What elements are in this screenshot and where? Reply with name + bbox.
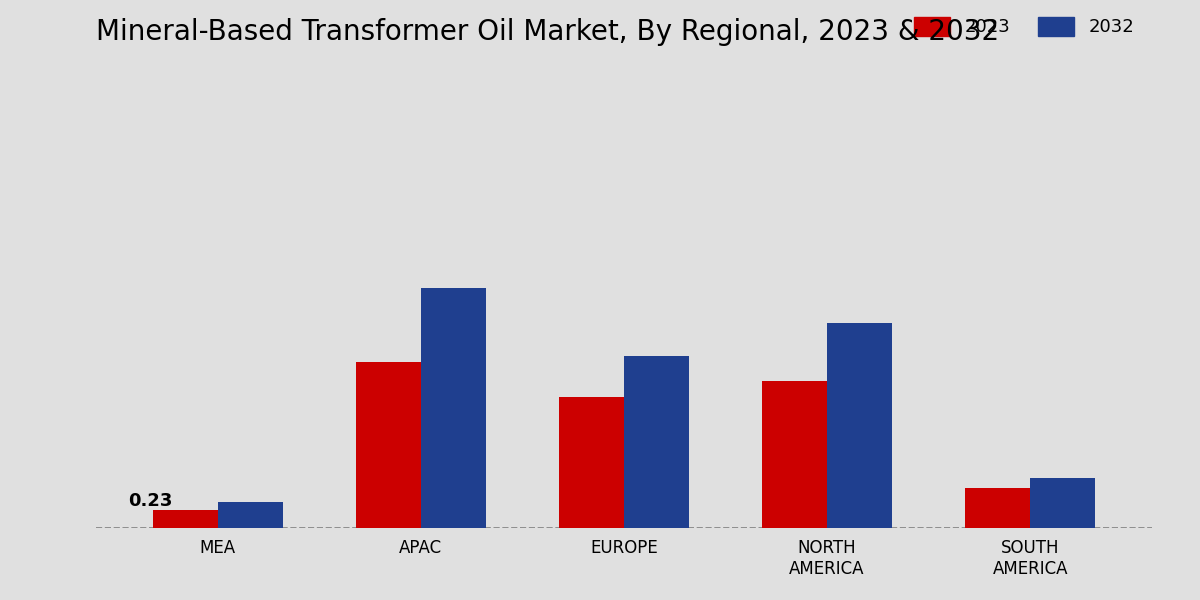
Bar <box>827 323 892 528</box>
Bar <box>559 397 624 528</box>
Bar <box>624 356 689 528</box>
Text: Mineral-Based Transformer Oil Market, By Regional, 2023 & 2032: Mineral-Based Transformer Oil Market, By… <box>96 18 1000 46</box>
Text: 0.23: 0.23 <box>128 491 173 509</box>
Bar <box>218 502 283 528</box>
Bar <box>1030 478 1096 528</box>
Bar <box>762 381 827 528</box>
Bar <box>356 362 421 528</box>
Bar <box>152 510 218 528</box>
Bar <box>421 288 486 528</box>
Legend: 2023, 2032: 2023, 2032 <box>905 8 1142 46</box>
Bar <box>965 488 1030 528</box>
